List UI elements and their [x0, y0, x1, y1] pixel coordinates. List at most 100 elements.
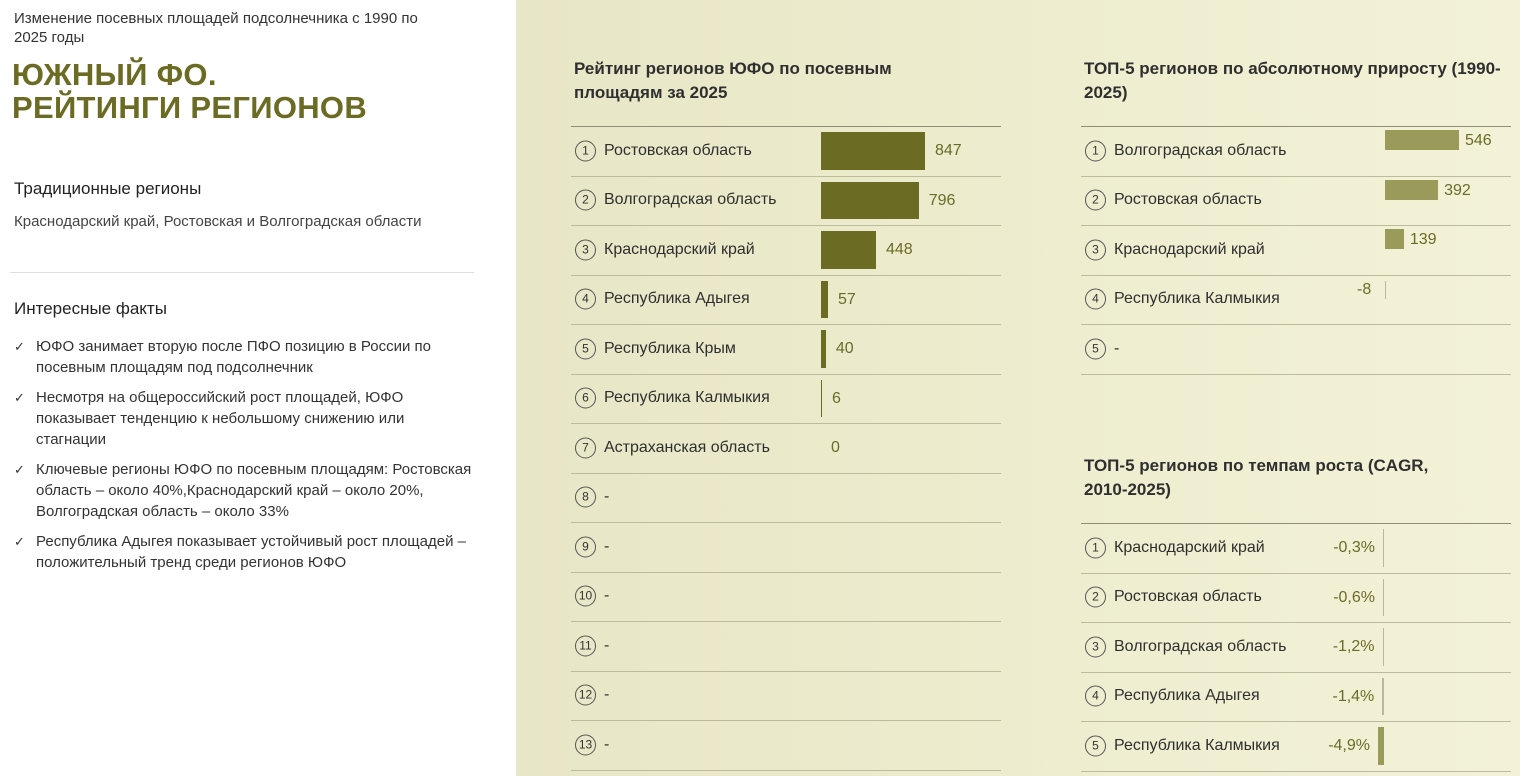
chart3-row: 3 Волгоградская область — [1081, 622, 1511, 672]
chart1-value-label: 0 — [831, 439, 840, 456]
chart1-value-label: 6 — [832, 389, 841, 407]
chart1-value-label: 40 — [835, 340, 854, 357]
chart2-row-rule — [1081, 175, 1511, 177]
check-icon: ✓ — [14, 339, 25, 354]
rank-badge: 9 — [575, 536, 596, 558]
chart1-bar — [821, 379, 822, 417]
chart1-row-rule — [571, 522, 1001, 523]
chart1-bar — [821, 280, 828, 318]
traditional-text: Краснодарский край, Ростовская и Волгогр… — [14, 213, 422, 230]
region-name: - — [604, 735, 610, 753]
fact-text: Республика Адыгея показывает устойчивый … — [36, 533, 466, 571]
chart2-value-label: -8 — [1357, 280, 1372, 298]
chart1-row: 4 Республика Адыгея — [571, 275, 1001, 325]
rank-badge: 12 — [575, 684, 596, 706]
chart3-bar — [1382, 628, 1384, 666]
chart2-top-rule — [1081, 126, 1511, 127]
region-name: Волгоградская область — [1114, 637, 1287, 655]
info-panel: Изменение посевных площадей подсолнечник… — [0, 0, 516, 776]
fact-text: ЮФО занимает вторую после ПФО позицию в … — [36, 338, 431, 376]
divider — [10, 272, 474, 273]
chart1-row: 10- — [571, 572, 1001, 622]
chart1-row-rule — [571, 373, 1001, 375]
chart2-row-rule — [1081, 274, 1511, 276]
chart3-row-rule — [1081, 721, 1511, 722]
rank-badge: 3 — [575, 239, 596, 261]
region-name: - — [604, 636, 610, 654]
rank-badge: 7 — [575, 437, 596, 459]
charts-panel: Рейтинг регионов ЮФО по посевным площадя… — [516, 0, 1520, 776]
chart1-row-rule — [571, 225, 1001, 226]
rank-badge: 3 — [1085, 239, 1106, 261]
chart1-bar — [821, 132, 925, 170]
rank-badge: 1 — [575, 140, 596, 162]
chart1-row: 13- — [571, 720, 1001, 770]
chart1-top-rule — [571, 126, 1001, 127]
region-name: - — [604, 537, 610, 555]
region-name: Республика Калмыкия — [1114, 736, 1280, 754]
region-name: Республика Адыгея — [1114, 687, 1260, 705]
chart1-row-rule — [571, 274, 1001, 276]
chart2-row: 1 Волгоградская область — [1081, 126, 1511, 176]
check-icon: ✓ — [14, 390, 25, 405]
chart2-bar — [1385, 229, 1404, 249]
rank-badge: 5 — [1085, 735, 1106, 757]
rank-badge: 11 — [575, 635, 596, 657]
chart3-value-label: -0,3% — [1333, 539, 1375, 556]
chart1-row-rule — [571, 324, 1001, 325]
chart2-row: 2 Ростовская область — [1081, 176, 1511, 226]
region-name: Республика Калмыкия — [1114, 290, 1280, 308]
chart3-value-label: -1,2% — [1332, 638, 1375, 655]
chart1-value-label: 448 — [886, 241, 913, 258]
chart1-row-rule — [571, 571, 1001, 573]
chart3-row-rule — [1081, 671, 1511, 673]
region-name: Республика Крым — [604, 339, 736, 357]
chart2-bar — [1385, 130, 1459, 150]
fact-text: Несмотря на общероссийский рост площадей… — [36, 389, 405, 448]
chart-title-area-2025: Рейтинг регионов ЮФО по посевным площадя… — [574, 59, 892, 102]
chart3-row-rule — [1081, 572, 1511, 574]
chart-title-cagr: ТОП-5 регионов по темпам роста (CAGR, 20… — [1084, 456, 1429, 499]
chart2-value-label: 546 — [1465, 132, 1492, 149]
title-line-1: ЮЖНЫЙ ФО. — [12, 57, 217, 92]
chart-title-absolute-growth: ТОП-5 регионов по абсолютному приросту (… — [1084, 59, 1501, 102]
chart1-row: 7 Астраханская область — [571, 423, 1001, 473]
region-name: Краснодарский край — [1114, 240, 1265, 258]
chart3-row-rule — [1081, 622, 1511, 623]
region-name: - — [604, 587, 610, 605]
chart1-row-rule — [571, 670, 1001, 672]
chart1-value-label: 796 — [928, 191, 956, 209]
rank-badge: 8 — [575, 486, 596, 508]
region-name: - — [1114, 339, 1120, 357]
chart1-row: 3 Краснодарский край — [571, 225, 1001, 275]
rank-badge: 1 — [1085, 537, 1106, 559]
rank-badge: 4 — [575, 288, 596, 310]
rank-badge: 2 — [1085, 586, 1106, 608]
facts-list: ✓ ЮФО занимает вторую после ПФО позицию в… — [14, 336, 474, 582]
chart3-bar — [1382, 677, 1384, 715]
rank-badge: 6 — [575, 387, 596, 409]
rank-badge: 10 — [575, 585, 596, 607]
chart2-value-label: 139 — [1409, 231, 1437, 248]
region-name: Ростовская область — [1114, 588, 1262, 606]
chart2-row: 3 Краснодарский край — [1081, 225, 1511, 275]
chart1-row-rule — [571, 621, 1001, 622]
chart2-row-rule — [1081, 373, 1511, 375]
chart2-row: 5- — [1081, 324, 1511, 374]
region-name: Краснодарский край — [604, 240, 755, 258]
region-name: Волгоградская область — [1114, 141, 1287, 159]
chart3-value-label: -0,6% — [1333, 588, 1375, 606]
chart1-row: 9- — [571, 522, 1001, 572]
region-name: Республика Калмыкия — [604, 389, 770, 407]
chart3-bar — [1378, 727, 1384, 765]
region-name: Краснодарский край — [1114, 538, 1265, 556]
chart1-row-rule — [571, 175, 1001, 177]
chart1-bar — [821, 231, 876, 269]
rank-badge: 13 — [575, 734, 596, 756]
chart1-row: 2 Волгоградская область — [571, 176, 1001, 226]
rank-badge: 5 — [1085, 338, 1106, 360]
region-name: Ростовская область — [1114, 191, 1262, 209]
page-title: ЮЖНЫЙ ФО. РЕЙТИНГИ РЕГИОНОВ — [12, 58, 367, 124]
chart3-row: 1 Краснодарский край — [1081, 523, 1511, 573]
traditional-heading: Традиционные регионы — [14, 179, 202, 198]
